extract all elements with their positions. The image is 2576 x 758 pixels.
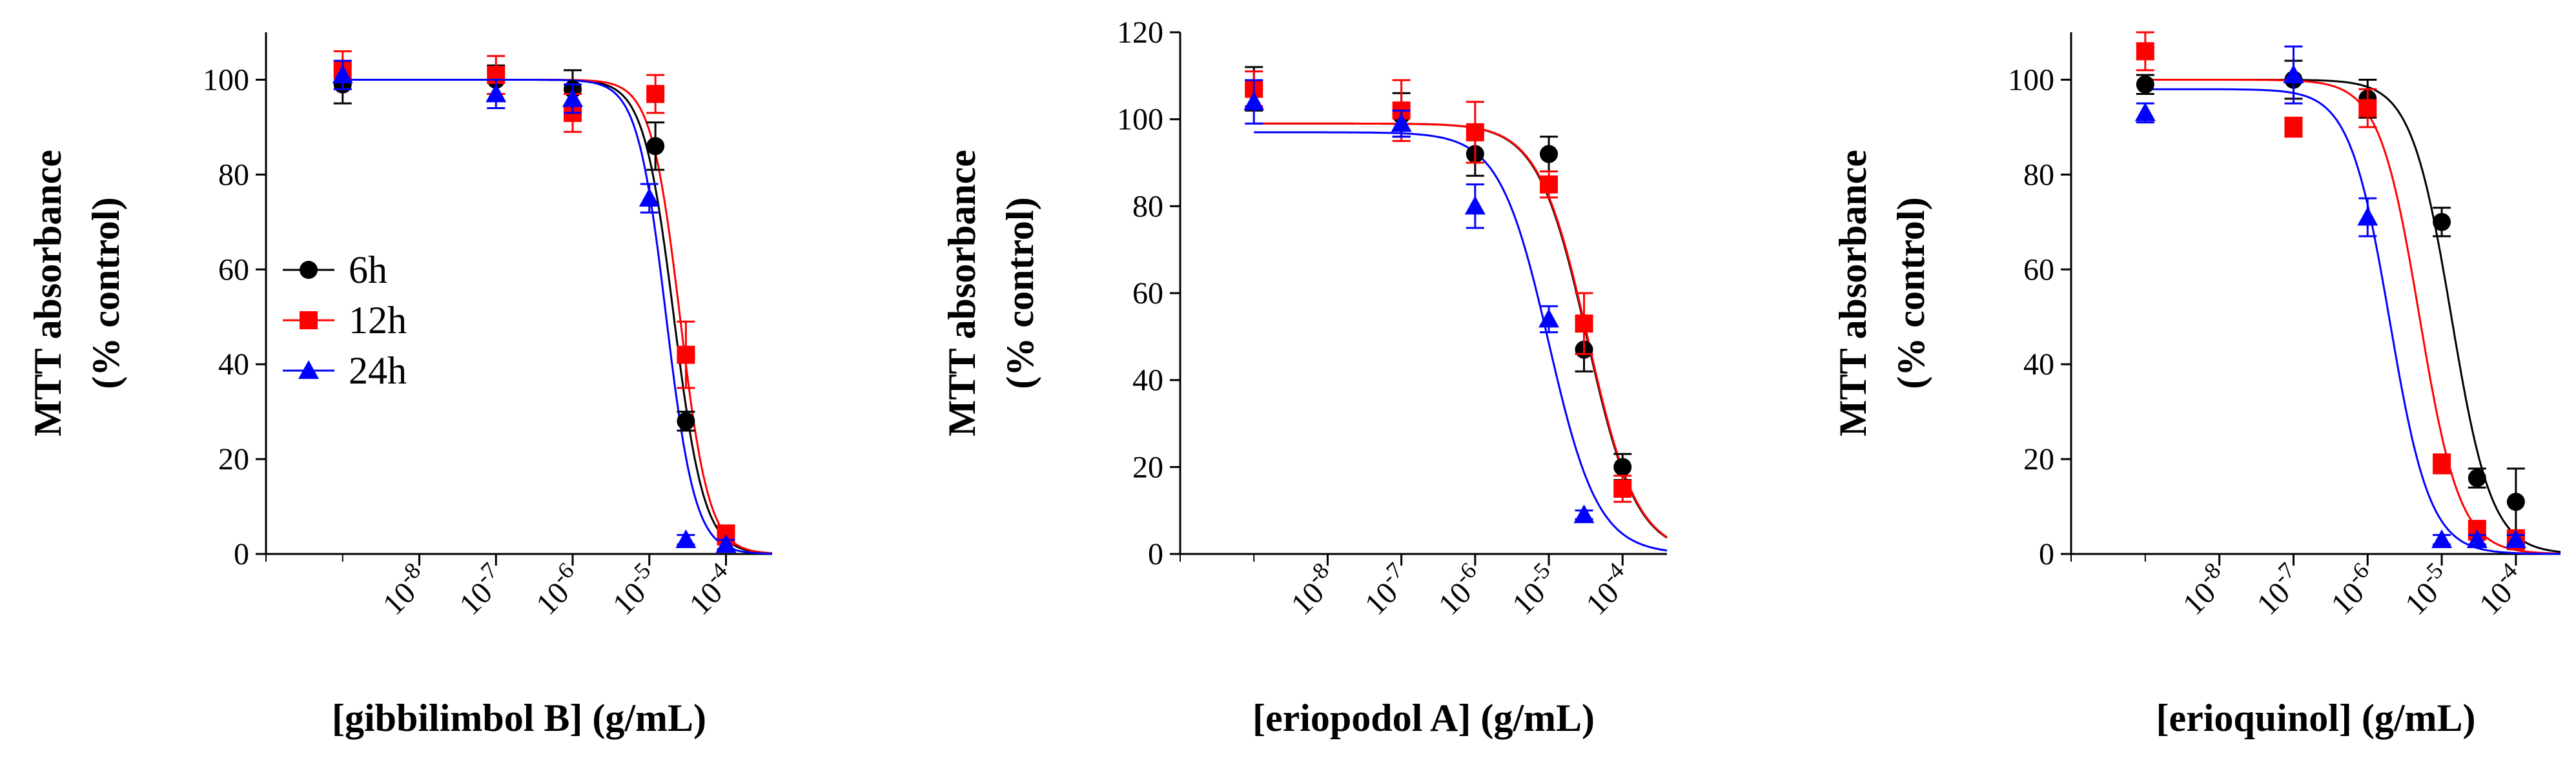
x-tick-label: 10-6 xyxy=(525,557,589,622)
x-tick-label: 10-7 xyxy=(448,557,513,622)
x-tick-label: 10-5 xyxy=(602,557,666,622)
data-point-24h xyxy=(1391,113,1412,132)
x-tick-label: 10-4 xyxy=(1575,557,1639,622)
x-tick-label: 10-6 xyxy=(1427,557,1492,622)
data-point-24h xyxy=(675,529,697,548)
data-point-24h xyxy=(2357,207,2378,226)
data-point-24h xyxy=(715,534,737,553)
x-tick-label: 10-7 xyxy=(1354,557,1418,622)
fit-curve-12h xyxy=(2145,79,2561,555)
y-tick-label: 0 xyxy=(234,537,249,571)
data-point-12h xyxy=(677,345,695,364)
y-tick-label: 80 xyxy=(1132,189,1163,223)
x-tick-label: 10-7 xyxy=(2246,557,2311,622)
data-point-12h xyxy=(646,85,665,103)
fit-curve-6h xyxy=(342,79,773,555)
legend-label: 12h xyxy=(349,299,407,342)
y-tick-label: 20 xyxy=(1132,450,1163,484)
y-tick-label: 100 xyxy=(1117,103,1163,137)
data-point-6h xyxy=(1540,145,1559,163)
y-axis-subtitle: (% control) xyxy=(85,197,127,389)
chart-panel-eriopodol-a: 0 20 40 60 80 100 120 10-810-710-610-510-4 [erio… xyxy=(941,15,1668,739)
y-axis-title: MTT absorbance xyxy=(26,150,69,436)
y-tick-label: 100 xyxy=(203,63,249,97)
data-point-6h xyxy=(1613,458,1632,476)
x-tick-label: 10-8 xyxy=(2172,557,2236,622)
data-point-24h xyxy=(2466,529,2488,548)
legend: 6h 12h 24h xyxy=(283,249,407,392)
x-tick-label: 10-5 xyxy=(1501,557,1566,622)
x-tick-label: 10-4 xyxy=(2468,557,2533,622)
y-axis-subtitle: (% control) xyxy=(1890,197,1932,389)
data-point-24h xyxy=(2505,529,2526,548)
data-point-6h xyxy=(677,412,695,431)
fit-curve-12h xyxy=(1254,122,1668,538)
fit-curve-24h xyxy=(1254,131,1668,552)
y-tick-label: 40 xyxy=(2023,347,2054,382)
y-axis-subtitle: (% control) xyxy=(999,197,1041,389)
fit-curve-6h xyxy=(1254,122,1668,539)
legend-marker-12h xyxy=(300,311,318,329)
data-point-24h xyxy=(639,187,660,207)
data-point-12h xyxy=(2433,455,2451,473)
y-tick-label: 80 xyxy=(218,158,249,192)
y-tick-label: 40 xyxy=(218,347,249,382)
data-point-24h xyxy=(332,65,353,83)
data-point-6h xyxy=(646,137,665,156)
data-point-12h xyxy=(1575,314,1593,333)
legend-marker-24h xyxy=(298,360,319,379)
data-point-6h xyxy=(2468,469,2486,487)
fit-curve-24h xyxy=(2145,88,2561,555)
data-point-12h xyxy=(2136,42,2154,61)
data-point-12h xyxy=(1540,175,1559,194)
legend-label: 6h xyxy=(349,249,387,291)
data-point-6h xyxy=(2136,75,2154,94)
chart-panel-gibbilimbol-b: 0 20 40 60 80 100 10-810-710-610-510-4 [gibbili… xyxy=(26,32,773,739)
data-point-24h xyxy=(1573,504,1595,524)
data-point-24h xyxy=(486,83,507,103)
y-tick-label: 60 xyxy=(2023,252,2054,287)
x-tick-label: 10-8 xyxy=(372,557,436,622)
x-axis-title: [gibbilimbol B] (g/mL) xyxy=(332,697,706,739)
y-tick-label: 60 xyxy=(1132,276,1163,311)
data-point-6h xyxy=(2506,493,2525,511)
y-tick-label: 20 xyxy=(2023,442,2054,476)
x-tick-label: 10-6 xyxy=(2320,557,2384,622)
legend-marker-6h xyxy=(300,261,318,279)
fit-curve-12h xyxy=(342,79,773,555)
x-axis-title: [erioquinol] (g/mL) xyxy=(2156,697,2476,739)
chart-panel-erioquinol: 0 20 40 60 80 100 10-810-710-610-510-4 [erioqui… xyxy=(1832,31,2561,739)
data-point-12h xyxy=(2284,118,2303,136)
y-tick-label: 120 xyxy=(1117,15,1163,50)
y-tick-label: 100 xyxy=(2008,63,2054,97)
data-point-24h xyxy=(1538,309,1560,328)
y-tick-label: 40 xyxy=(1132,364,1163,398)
y-tick-label: 20 xyxy=(218,442,249,476)
x-tick-label: 10-4 xyxy=(679,557,743,622)
data-point-24h xyxy=(2431,529,2453,548)
data-point-24h xyxy=(562,88,584,107)
x-axis-title: [eriopodol A] (g/mL) xyxy=(1252,697,1595,739)
fit-curve-24h xyxy=(342,79,772,555)
data-point-12h xyxy=(1466,123,1484,141)
x-tick-label: 10-8 xyxy=(1280,557,1344,622)
y-tick-label: 0 xyxy=(2039,537,2054,571)
data-point-24h xyxy=(1464,196,1486,215)
data-point-24h xyxy=(2134,102,2156,121)
x-tick-label: 10-5 xyxy=(2394,557,2458,622)
data-point-6h xyxy=(2433,212,2451,231)
y-tick-label: 60 xyxy=(218,252,249,287)
legend-label: 24h xyxy=(349,349,407,392)
data-point-12h xyxy=(2358,99,2377,118)
y-tick-label: 80 xyxy=(2023,158,2054,192)
y-axis-title: MTT absorbance xyxy=(1832,150,1874,436)
y-axis-title: MTT absorbance xyxy=(941,150,983,436)
data-point-24h xyxy=(1243,91,1265,110)
data-point-12h xyxy=(1613,480,1632,498)
data-point-24h xyxy=(2283,65,2304,83)
y-tick-label: 0 xyxy=(1148,537,1163,571)
